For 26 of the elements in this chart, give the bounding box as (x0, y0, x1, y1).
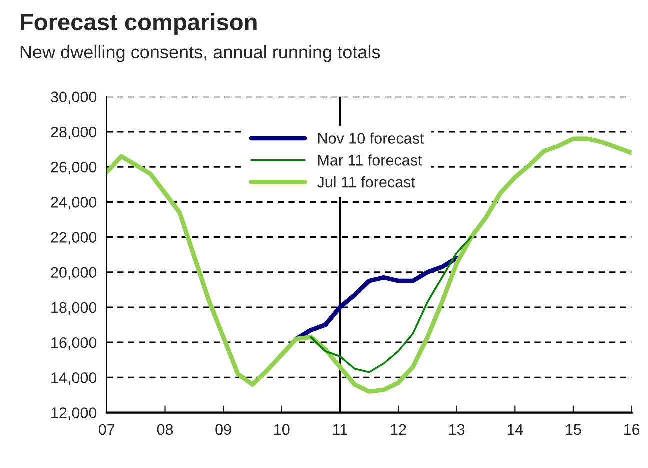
legend-label: Nov 10 forecast (318, 132, 424, 144)
x-tick-label: 11 (333, 424, 348, 435)
y-tick-label: 16,000 (52, 337, 97, 350)
y-tick-label: 30,000 (51, 92, 97, 104)
y-tick-label: 12,000 (52, 408, 97, 420)
y-tick-label: 22,000 (51, 232, 97, 245)
x-tick-label: 07 (99, 424, 115, 436)
x-tick-label: 10 (274, 424, 290, 436)
x-tick-label: 14 (508, 424, 524, 435)
y-tick-label: 14,000 (52, 372, 97, 386)
chart-subtitle: New dwelling consents, annual running totals (20, 45, 380, 62)
y-tick-label: 24,000 (51, 197, 97, 210)
y-tick-label: 18,000 (52, 302, 97, 315)
y-tick-label: 28,000 (51, 126, 97, 140)
x-tick-label: 09 (216, 424, 232, 436)
x-tick-label: 16 (624, 424, 640, 436)
chart-title: Forecast comparison (21, 13, 257, 36)
x-tick-label: 08 (157, 424, 174, 436)
x-tick-label: 13 (450, 424, 465, 436)
legend-label: Jul 11 forecast (317, 176, 416, 188)
x-tick-label: 12 (391, 424, 406, 435)
legend-label: Mar 11 forecast (318, 154, 422, 166)
line-series (310, 236, 472, 374)
x-tick-label: 15 (566, 424, 582, 436)
y-tick-label: 20,000 (51, 267, 97, 280)
y-tick-label: 26,000 (51, 162, 97, 175)
